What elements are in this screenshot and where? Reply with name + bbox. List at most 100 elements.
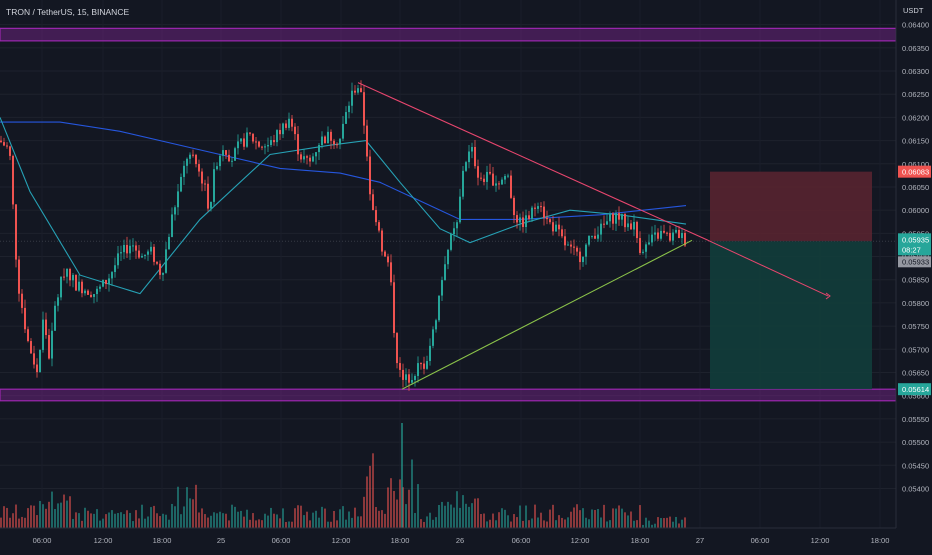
volume-bar	[102, 518, 104, 528]
candle-body	[381, 230, 383, 252]
candle-body	[138, 250, 140, 258]
chart-title: TRON / TetherUS, 15, BINANCE	[6, 7, 129, 17]
volume-bar	[27, 508, 29, 528]
candle-body	[579, 251, 581, 263]
price-tick-label: 0.06100	[902, 160, 929, 169]
volume-bar	[51, 491, 53, 528]
candle-body	[666, 232, 668, 234]
last-price-tag	[898, 233, 931, 256]
candle-body	[453, 228, 455, 235]
volume-bar	[96, 509, 98, 528]
candle-body	[537, 206, 539, 209]
projected-move-line	[707, 239, 829, 297]
candle-body	[177, 191, 179, 208]
volume-bar	[390, 478, 392, 528]
candle-body	[15, 204, 17, 260]
candle-body	[375, 210, 377, 223]
volume-bar	[279, 518, 281, 528]
candle-body	[63, 276, 65, 278]
candle-body	[444, 264, 446, 281]
candle-body	[441, 280, 443, 296]
volume-bar	[423, 521, 425, 528]
trendlines[interactable]	[357, 82, 831, 390]
volume-bar	[558, 515, 560, 528]
candle-body	[18, 259, 20, 294]
candle-body	[606, 221, 608, 225]
volume-bar	[591, 509, 593, 528]
candle-body	[21, 293, 23, 308]
time-tick-label: 18:00	[631, 536, 650, 545]
candle-body	[309, 157, 311, 162]
volume-bar	[330, 521, 332, 528]
candle-body	[243, 138, 245, 147]
price-tick-label: 0.05600	[902, 392, 929, 401]
volume-bar	[315, 510, 317, 528]
time-tick-label: 06:00	[512, 536, 531, 545]
volume-bar	[624, 512, 626, 528]
candle-body	[516, 215, 518, 223]
volume-bar	[339, 509, 341, 528]
candle-body	[633, 221, 635, 230]
candle-body	[624, 214, 626, 228]
volume-bar	[216, 513, 218, 528]
volume-bar	[372, 453, 374, 528]
candle-body	[276, 130, 278, 143]
volume-bar	[318, 517, 320, 528]
candle-body	[78, 281, 80, 291]
price-axis-panel[interactable]	[896, 0, 932, 550]
volume-bar	[363, 496, 365, 528]
candle-body	[273, 140, 275, 143]
candle-body	[648, 242, 650, 245]
candle-body	[543, 206, 545, 218]
volume-bar	[69, 496, 71, 528]
candle-body	[450, 234, 452, 250]
candle-body	[228, 154, 230, 162]
candle-body	[99, 286, 101, 289]
candle-body	[147, 251, 149, 255]
volume-bar	[549, 509, 551, 528]
candle-body	[327, 131, 329, 144]
volume-bar	[165, 514, 167, 528]
volume-bar	[78, 513, 80, 528]
volume-bars	[0, 423, 686, 528]
time-tick-label: 18:00	[153, 536, 172, 545]
volume-bar	[426, 516, 428, 528]
candle-body	[57, 297, 59, 306]
volume-bar	[627, 515, 629, 528]
candle-body	[540, 206, 542, 208]
candle-body	[183, 165, 185, 177]
volume-bar	[657, 517, 659, 528]
volume-bar	[408, 489, 410, 528]
candle-body	[609, 213, 611, 222]
volume-bar	[663, 518, 665, 528]
volume-bar	[675, 516, 677, 528]
candle-body	[12, 155, 14, 205]
volume-bar	[492, 513, 494, 528]
candle-body	[135, 245, 137, 251]
candle-body	[81, 281, 83, 294]
candle-body	[426, 360, 428, 369]
volume-bar	[405, 504, 407, 528]
volume-bar	[510, 521, 512, 528]
volume-bar	[555, 520, 557, 528]
volume-bar	[228, 520, 230, 528]
candle-body	[459, 196, 461, 223]
support-trendline	[401, 239, 693, 390]
time-tick-label: 27	[696, 536, 704, 545]
candle-body	[549, 219, 551, 223]
candle-body	[678, 229, 680, 239]
candle-body	[630, 223, 632, 230]
candle-body	[237, 141, 239, 149]
volume-bar	[15, 504, 17, 528]
candle-body	[222, 150, 224, 156]
candle-body	[429, 345, 431, 361]
candle-body	[30, 341, 32, 354]
candle-body	[447, 249, 449, 265]
short-position-tool[interactable]	[0, 171, 896, 390]
volume-bar	[630, 511, 632, 528]
volume-bar	[401, 423, 403, 528]
candle-body	[378, 222, 380, 231]
candle-body	[369, 156, 371, 195]
candle-body	[159, 263, 161, 275]
